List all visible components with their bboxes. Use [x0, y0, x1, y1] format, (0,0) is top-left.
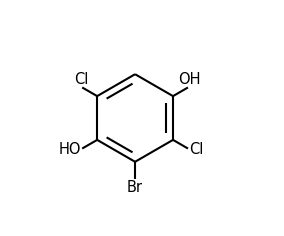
Text: OH: OH [178, 72, 201, 87]
Text: HO: HO [59, 142, 81, 157]
Text: Cl: Cl [74, 72, 88, 87]
Text: Br: Br [127, 181, 143, 195]
Text: Cl: Cl [189, 142, 204, 157]
